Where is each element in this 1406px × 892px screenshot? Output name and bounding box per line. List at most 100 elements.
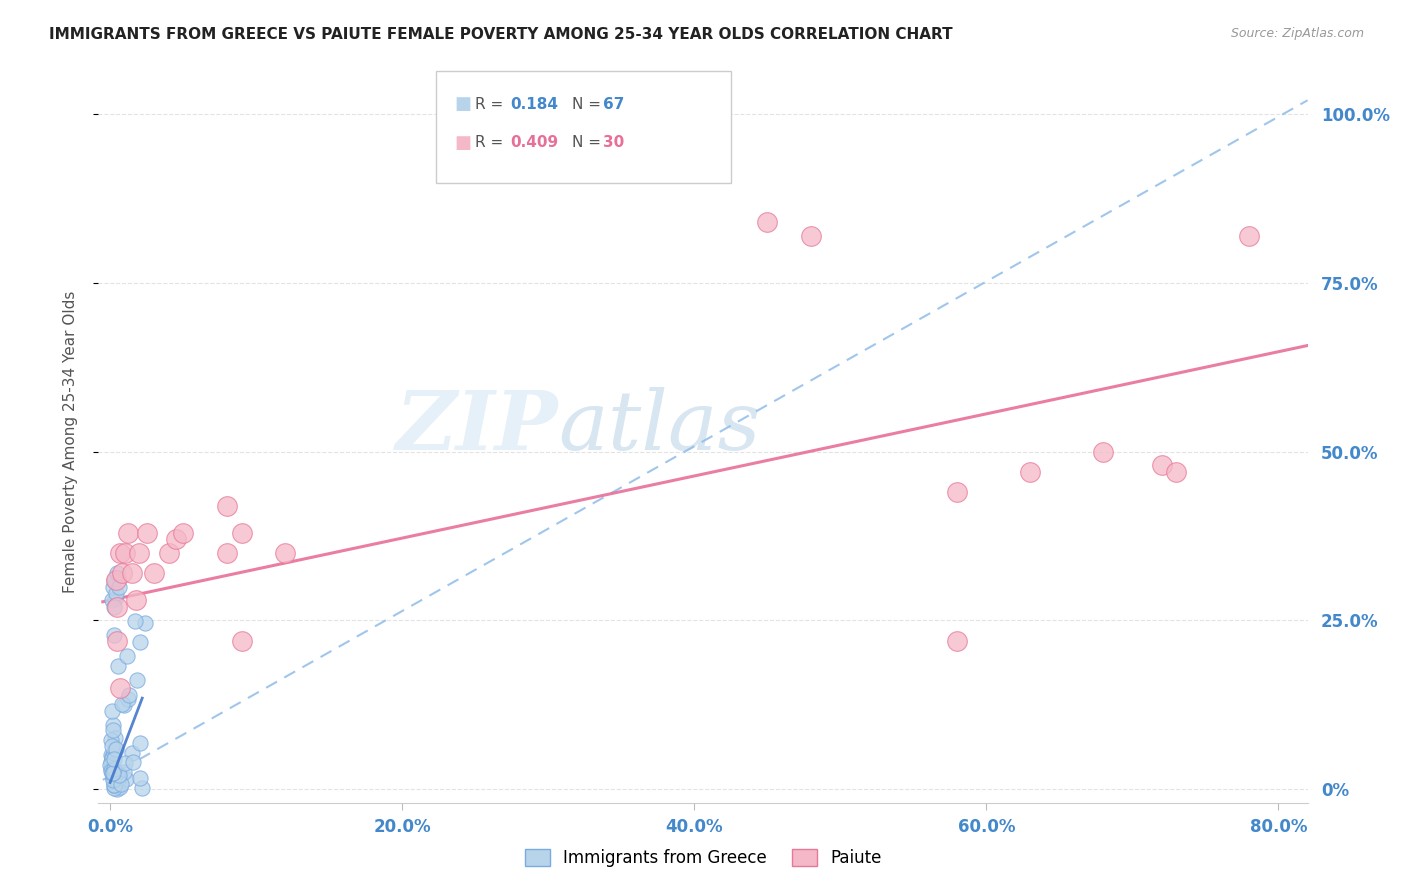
Point	[172, 525, 194, 540]
Point	[114, 772, 136, 787]
Point	[128, 771, 150, 785]
Point	[1092, 444, 1115, 458]
Point	[756, 215, 779, 229]
Text: ■: ■	[454, 134, 471, 152]
Point	[100, 732, 122, 747]
Point	[104, 767, 127, 781]
Point	[101, 771, 124, 785]
Point	[112, 698, 135, 713]
Point	[122, 756, 145, 770]
Point	[142, 566, 165, 581]
Point	[103, 779, 125, 793]
Point	[101, 772, 124, 787]
Point	[1019, 465, 1042, 479]
Point	[101, 723, 124, 738]
Point	[107, 633, 129, 648]
Point	[103, 772, 125, 786]
Text: R =: R =	[475, 136, 509, 150]
Point	[103, 718, 125, 732]
Point	[104, 586, 127, 600]
Text: 67: 67	[603, 97, 624, 112]
Point	[107, 566, 129, 581]
Point	[127, 673, 149, 687]
Text: atlas: atlas	[558, 387, 761, 467]
Point	[105, 741, 128, 756]
Point	[101, 762, 124, 776]
Point	[1150, 458, 1173, 472]
Point	[1237, 228, 1260, 243]
Point	[128, 546, 150, 560]
Point	[105, 782, 128, 797]
Legend: Immigrants from Greece, Paiute: Immigrants from Greece, Paiute	[517, 842, 889, 874]
Text: 30: 30	[603, 136, 624, 150]
Point	[131, 780, 153, 795]
Point	[103, 746, 125, 760]
Text: N =: N =	[572, 136, 606, 150]
Point	[165, 533, 187, 547]
Point	[114, 756, 136, 771]
Point	[121, 566, 143, 581]
Point	[110, 681, 132, 695]
Point	[100, 762, 122, 776]
Point	[107, 768, 129, 782]
Text: 0.409: 0.409	[510, 136, 558, 150]
Point	[124, 615, 146, 629]
Point	[107, 659, 129, 673]
Point	[231, 525, 253, 540]
Point	[111, 697, 134, 711]
Point	[104, 775, 127, 789]
Point	[100, 704, 122, 718]
Point	[108, 780, 131, 794]
Point	[104, 573, 127, 587]
Point	[107, 599, 129, 614]
Point	[101, 750, 124, 764]
Point	[215, 546, 238, 560]
Point	[157, 546, 180, 560]
Point	[103, 780, 125, 795]
Point	[117, 648, 139, 663]
Point	[110, 777, 132, 791]
Point	[105, 765, 128, 780]
Point	[134, 615, 156, 630]
Point	[100, 751, 122, 765]
Point	[108, 768, 131, 782]
Text: IMMIGRANTS FROM GREECE VS PAIUTE FEMALE POVERTY AMONG 25-34 YEAR OLDS CORRELATIO: IMMIGRANTS FROM GREECE VS PAIUTE FEMALE …	[49, 27, 953, 42]
Point	[121, 746, 143, 760]
Point	[103, 752, 125, 766]
Point	[104, 742, 127, 756]
Point	[946, 485, 969, 500]
Point	[104, 591, 127, 606]
Text: ■: ■	[454, 95, 471, 113]
Text: Source: ZipAtlas.com: Source: ZipAtlas.com	[1230, 27, 1364, 40]
Text: R =: R =	[475, 97, 509, 112]
Point	[103, 767, 125, 781]
Point	[104, 731, 127, 746]
Point	[231, 633, 253, 648]
Point	[117, 525, 139, 540]
Y-axis label: Female Poverty Among 25-34 Year Olds: Female Poverty Among 25-34 Year Olds	[63, 291, 77, 592]
Point	[101, 766, 124, 780]
Point	[100, 747, 122, 762]
Point	[135, 525, 157, 540]
Point	[117, 691, 139, 706]
Text: ZIP: ZIP	[395, 387, 558, 467]
Point	[800, 228, 823, 243]
Point	[103, 628, 125, 642]
Point	[118, 689, 141, 703]
Point	[98, 758, 121, 772]
Point	[101, 765, 124, 780]
Point	[1166, 465, 1188, 479]
Text: N =: N =	[572, 97, 606, 112]
Point	[112, 765, 135, 780]
Point	[946, 633, 969, 648]
Point	[107, 777, 129, 791]
Point	[274, 546, 297, 560]
Point	[129, 634, 152, 648]
Point	[103, 573, 125, 587]
Point	[100, 764, 122, 779]
Point	[101, 748, 124, 763]
Point	[101, 739, 124, 754]
Point	[103, 778, 125, 792]
Point	[103, 768, 125, 782]
Point	[125, 593, 148, 607]
